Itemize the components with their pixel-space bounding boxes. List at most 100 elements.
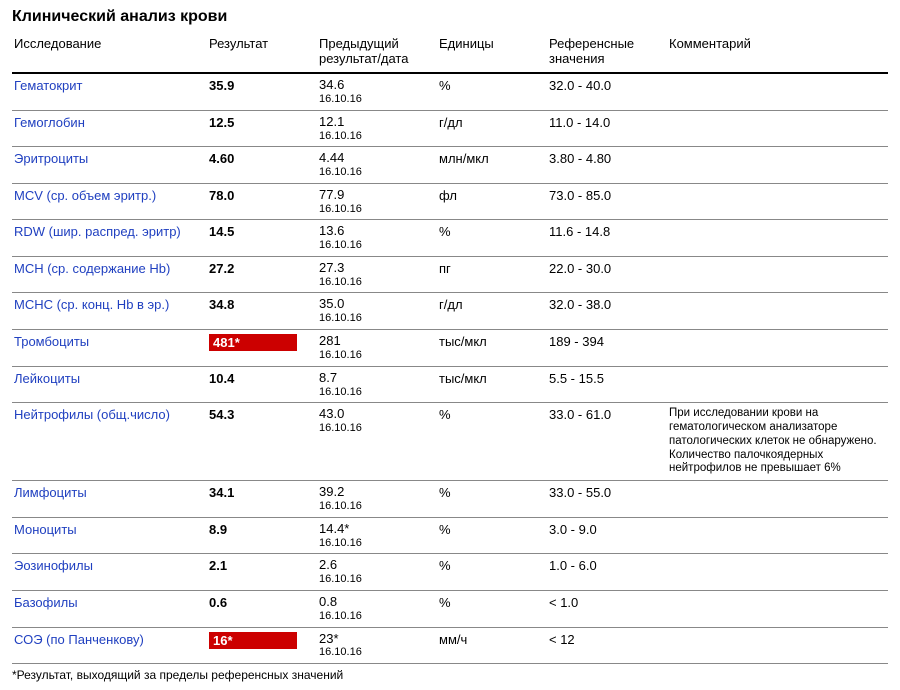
- result-flagged: 481*: [209, 334, 297, 351]
- test-name: Лимфоциты: [12, 481, 207, 518]
- table-row: Эритроциты4.604.4416.10.16млн/мкл3.80 - …: [12, 147, 888, 184]
- previous-value: 35.0: [319, 297, 433, 312]
- test-name: Эозинофилы: [12, 554, 207, 591]
- reference-cell: 33.0 - 55.0: [547, 481, 667, 518]
- test-name: MCV (ср. объем эритр.): [12, 183, 207, 220]
- units-cell: %: [437, 517, 547, 554]
- units-cell: мм/ч: [437, 627, 547, 664]
- previous-value: 8.7: [319, 371, 433, 386]
- previous-value: 23*: [319, 632, 433, 647]
- previous-cell: 35.016.10.16: [317, 293, 437, 330]
- previous-date: 16.10.16: [319, 537, 433, 550]
- comment-cell: [667, 183, 888, 220]
- previous-cell: 27.316.10.16: [317, 256, 437, 293]
- table-row: Гематокрит35.934.616.10.16%32.0 - 40.0: [12, 73, 888, 110]
- reference-cell: 5.5 - 15.5: [547, 366, 667, 403]
- reference-cell: 33.0 - 61.0: [547, 403, 667, 481]
- result-cell: 27.2: [207, 256, 317, 293]
- reference-cell: 32.0 - 40.0: [547, 73, 667, 110]
- test-name: RDW (шир. распред. эритр): [12, 220, 207, 257]
- reference-cell: < 12: [547, 627, 667, 664]
- result-value: 54.3: [209, 407, 234, 422]
- units-cell: %: [437, 73, 547, 110]
- result-value: 10.4: [209, 371, 234, 386]
- comment-cell: [667, 293, 888, 330]
- result-cell: 4.60: [207, 147, 317, 184]
- test-name: Базофилы: [12, 590, 207, 627]
- reference-cell: < 1.0: [547, 590, 667, 627]
- result-cell: 0.6: [207, 590, 317, 627]
- result-value: 2.1: [209, 558, 227, 573]
- result-cell: 34.1: [207, 481, 317, 518]
- col-units: Единицы: [437, 32, 547, 73]
- previous-cell: 14.4*16.10.16: [317, 517, 437, 554]
- units-cell: млн/мкл: [437, 147, 547, 184]
- result-value: 12.5: [209, 115, 234, 130]
- comment-cell: [667, 627, 888, 664]
- result-value: 34.8: [209, 297, 234, 312]
- previous-date: 16.10.16: [319, 276, 433, 289]
- table-row: MCHC (ср. конц. Hb в эр.)34.835.016.10.1…: [12, 293, 888, 330]
- previous-cell: 23*16.10.16: [317, 627, 437, 664]
- test-name: Лейкоциты: [12, 366, 207, 403]
- units-cell: %: [437, 590, 547, 627]
- previous-value: 2.6: [319, 558, 433, 573]
- previous-value: 43.0: [319, 407, 433, 422]
- units-cell: тыс/мкл: [437, 366, 547, 403]
- table-row: Моноциты8.914.4*16.10.16%3.0 - 9.0: [12, 517, 888, 554]
- previous-cell: 12.116.10.16: [317, 110, 437, 147]
- table-row: Лимфоциты34.139.216.10.16%33.0 - 55.0: [12, 481, 888, 518]
- previous-date: 16.10.16: [319, 646, 433, 659]
- result-cell: 35.9: [207, 73, 317, 110]
- report-title: Клинический анализ крови: [12, 8, 888, 26]
- units-cell: г/дл: [437, 293, 547, 330]
- col-reference: Референсные значения: [547, 32, 667, 73]
- previous-value: 34.6: [319, 78, 433, 93]
- result-flagged: 16*: [209, 632, 297, 649]
- table-row: СОЭ (по Панченкову)16*23*16.10.16мм/ч< 1…: [12, 627, 888, 664]
- previous-value: 14.4*: [319, 522, 433, 537]
- result-cell: 34.8: [207, 293, 317, 330]
- test-name: Моноциты: [12, 517, 207, 554]
- reference-cell: 3.80 - 4.80: [547, 147, 667, 184]
- test-name: СОЭ (по Панченкову): [12, 627, 207, 664]
- comment-cell: [667, 256, 888, 293]
- units-cell: фл: [437, 183, 547, 220]
- reference-cell: 73.0 - 85.0: [547, 183, 667, 220]
- comment-cell: При исследовании крови на гематологическ…: [667, 403, 888, 481]
- result-value: 78.0: [209, 188, 234, 203]
- units-cell: тыс/мкл: [437, 330, 547, 367]
- test-name: Нейтрофилы (общ.число): [12, 403, 207, 481]
- previous-cell: 43.016.10.16: [317, 403, 437, 481]
- comment-cell: [667, 110, 888, 147]
- previous-date: 16.10.16: [319, 422, 433, 435]
- table-row: Гемоглобин12.512.116.10.16г/дл11.0 - 14.…: [12, 110, 888, 147]
- previous-date: 16.10.16: [319, 349, 433, 362]
- table-row: Базофилы0.60.816.10.16%< 1.0: [12, 590, 888, 627]
- comment-cell: [667, 590, 888, 627]
- comment-cell: [667, 330, 888, 367]
- reference-cell: 32.0 - 38.0: [547, 293, 667, 330]
- previous-cell: 77.916.10.16: [317, 183, 437, 220]
- previous-cell: 13.616.10.16: [317, 220, 437, 257]
- previous-cell: 8.716.10.16: [317, 366, 437, 403]
- previous-date: 16.10.16: [319, 500, 433, 513]
- results-table: Исследование Результат Предыдущий резуль…: [12, 32, 888, 664]
- previous-date: 16.10.16: [319, 166, 433, 179]
- result-value: 14.5: [209, 224, 234, 239]
- previous-value: 12.1: [319, 115, 433, 130]
- previous-value: 4.44: [319, 151, 433, 166]
- comment-cell: [667, 554, 888, 591]
- units-cell: %: [437, 403, 547, 481]
- reference-cell: 11.6 - 14.8: [547, 220, 667, 257]
- table-header-row: Исследование Результат Предыдущий резуль…: [12, 32, 888, 73]
- test-name: Тромбоциты: [12, 330, 207, 367]
- reference-cell: 1.0 - 6.0: [547, 554, 667, 591]
- test-name: Гематокрит: [12, 73, 207, 110]
- test-name: Гемоглобин: [12, 110, 207, 147]
- col-comment: Комментарий: [667, 32, 888, 73]
- result-value: 35.9: [209, 78, 234, 93]
- units-cell: %: [437, 554, 547, 591]
- table-row: Нейтрофилы (общ.число)54.3 43.016.10.16%3…: [12, 403, 888, 481]
- col-name: Исследование: [12, 32, 207, 73]
